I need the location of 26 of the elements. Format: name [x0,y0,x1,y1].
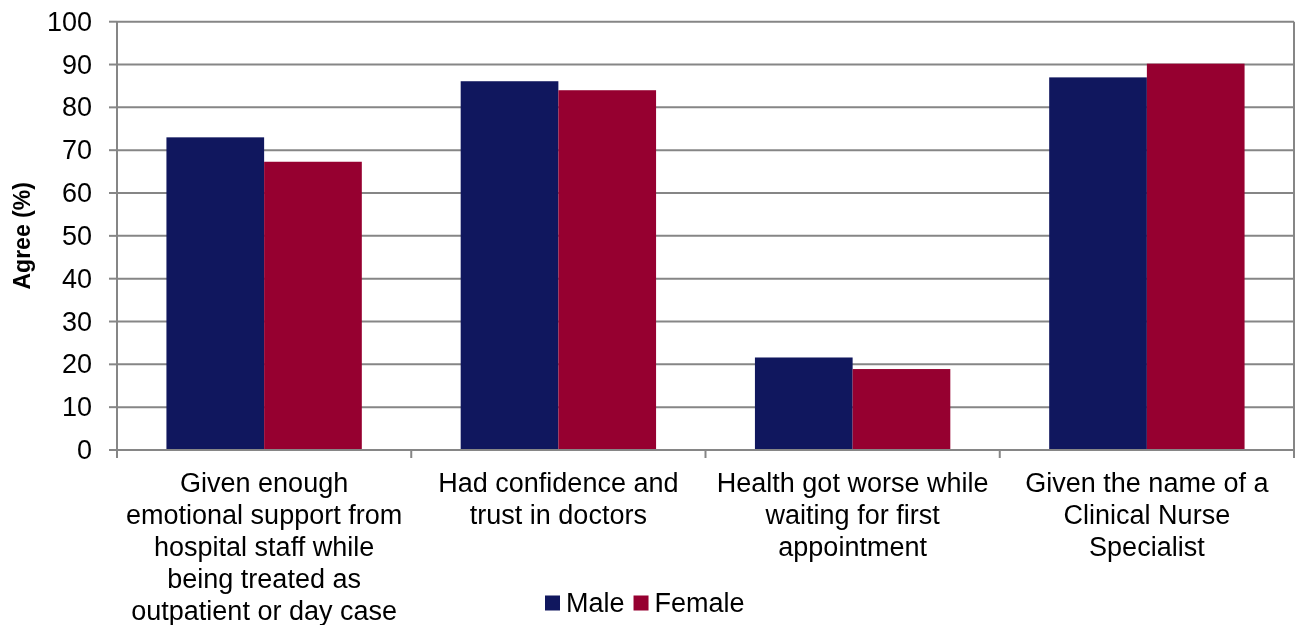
y-tick-label: 90 [61,49,92,80]
y-tick-label: 100 [46,6,92,37]
legend-label: Male [566,588,625,618]
y-tick-label: 40 [61,263,92,294]
bar [754,357,853,450]
bar [1049,77,1147,450]
legend-label: Female [654,588,745,618]
bar [460,81,559,450]
y-tick-label: 30 [61,306,92,337]
bar [852,369,951,450]
y-tick-label: 20 [61,349,92,380]
y-tick-label: 70 [61,135,92,166]
y-tick-label: 50 [61,220,92,251]
bar [166,137,265,450]
x-tick-label: Given the name of a Clinical Nurse Specialist [1025,468,1270,562]
y-tick-label: 10 [61,392,92,423]
y-tick-label: 60 [61,178,92,209]
bar [558,90,657,450]
x-tick-label: Had confidence and trust in doctors [438,468,679,530]
bar [264,161,362,450]
y-axis-title: Agree (%) [9,182,35,290]
y-tick-label: 0 [76,435,92,465]
y-tick-label: 80 [61,92,92,123]
x-tick-label: Given enough emotional support from hospital staff while being treated as outpatient or day case [126,468,403,625]
bar [1146,63,1245,450]
x-tick-label: Health got worse while waiting for first appointment [716,468,989,562]
